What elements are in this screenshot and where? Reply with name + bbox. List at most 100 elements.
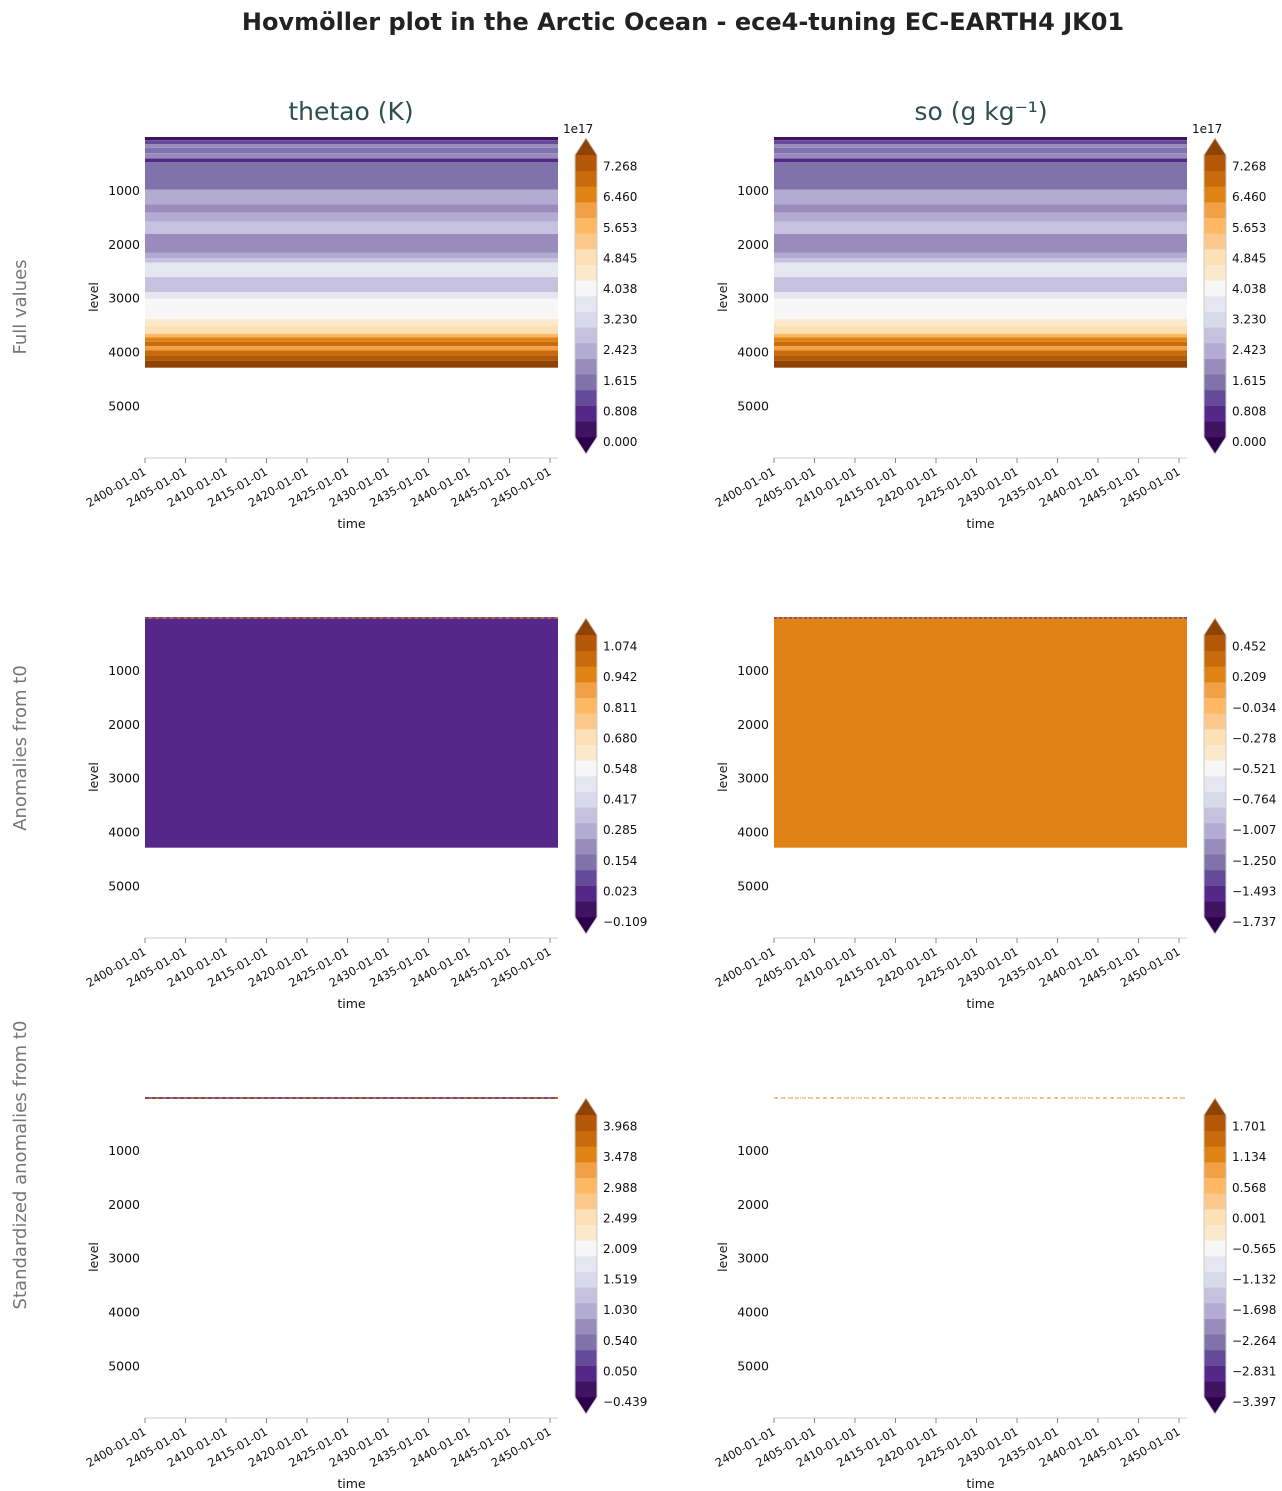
x-axis-label: time — [337, 996, 366, 1011]
y-tick-label: 4000 — [108, 345, 140, 360]
panel-full-thetao: 2400-01-012405-01-012410-01-012415-01-01… — [84, 122, 638, 531]
colorbar-tick-label: 0.548 — [603, 762, 637, 776]
heatmap-band — [145, 144, 558, 148]
colorbar-segment — [575, 635, 597, 651]
x-axis-label: time — [966, 1476, 995, 1491]
colorbar-segment — [575, 870, 597, 886]
colorbar-tick-label: 1.519 — [603, 1273, 637, 1287]
colorbar-segment — [575, 1350, 597, 1366]
colorbar-tick-label: 0.000 — [603, 435, 637, 449]
heatmap-band — [145, 204, 558, 213]
heatmap-band — [145, 137, 558, 141]
colorbar-segment — [1204, 713, 1226, 730]
colorbar-outline — [574, 617, 598, 935]
heatmap-band — [145, 292, 558, 299]
colorbar-tick-label: 3.230 — [1232, 313, 1266, 327]
y-tick-label: 5000 — [108, 1358, 140, 1373]
colorbar-extend-bottom — [1204, 437, 1226, 454]
colorbar-tick-label: 2.423 — [603, 343, 637, 357]
colorbar-segment — [575, 650, 597, 667]
colorbar-segment — [575, 1224, 597, 1241]
plot-area — [774, 1097, 1187, 1415]
colorbar-tick-label: 1.615 — [603, 374, 637, 388]
y-tick-label: 4000 — [108, 1305, 140, 1320]
heatmap-band — [145, 333, 558, 338]
colorbar-segment — [1204, 870, 1226, 886]
colorbar-segment — [1204, 1271, 1226, 1288]
colorbar-tick-label: −1.132 — [1232, 1273, 1276, 1287]
colorbar-tick-label: −1.250 — [1232, 854, 1276, 868]
colorbar-segment — [575, 1318, 597, 1335]
colorbar-segment — [575, 1146, 597, 1163]
colorbar-segment — [575, 1271, 597, 1288]
heatmap-band — [774, 221, 1187, 235]
colorbar-outline — [574, 1097, 598, 1415]
colorbar-segment — [575, 390, 597, 406]
heatmap-band — [774, 137, 1187, 141]
heatmap-band — [145, 298, 558, 320]
colorbar-segment — [1204, 170, 1226, 187]
colorbar-tick-label: 1.134 — [1232, 1150, 1266, 1164]
colorbar-segment — [575, 1162, 597, 1178]
colorbar-segment — [1204, 327, 1226, 344]
colorbar-tick-label: 6.460 — [603, 190, 637, 204]
heatmap-band — [774, 262, 1187, 278]
colorbar-segment — [1204, 650, 1226, 667]
colorbar-tick-label: 0.000 — [1232, 435, 1266, 449]
colorbar-segment — [1204, 744, 1226, 761]
colorbar-segment — [575, 1256, 597, 1272]
colorbar-tick-label: 0.811 — [603, 701, 637, 715]
colorbar-tick-label: 0.023 — [603, 884, 637, 898]
colorbar-segment — [575, 823, 597, 839]
row-label-standardized-anomalies: Standardized anomalies from t0 — [10, 1021, 31, 1310]
colorbar-tick-label: 2.423 — [1232, 343, 1266, 357]
colorbar-segment — [1204, 854, 1226, 871]
colorbar-segment — [575, 264, 597, 281]
colorbar: 0.000 0.808 1.615 2.423 3.230 4.038 4.845 5.653… — [563, 122, 637, 455]
colorbar-segment — [1204, 729, 1226, 745]
panels: 2400-01-012405-01-012410-01-012415-01-01… — [84, 122, 1277, 1491]
colorbar-segment — [575, 901, 597, 918]
heatmap-band — [145, 617, 558, 848]
y-tick-label: 2000 — [108, 1197, 140, 1212]
heatmap-band — [145, 258, 558, 263]
colorbar-segment — [1204, 1224, 1226, 1241]
colorbar-offset-label: 1e17 — [563, 122, 593, 136]
y-tick-label: 3000 — [108, 771, 140, 786]
panel-std-so: 2400-01-012405-01-012410-01-012415-01-01… — [713, 1097, 1276, 1491]
x-axis-label: time — [337, 516, 366, 531]
y-tick-label: 1000 — [108, 1143, 140, 1158]
heatmap-band — [774, 162, 1187, 190]
colorbar: −1.737 −1.493 −1.250 −1.007 −0.764 −0.521 −0.2… — [1203, 617, 1276, 935]
colorbar-tick-label: 4.038 — [603, 282, 637, 296]
colorbar-segment — [1204, 635, 1226, 651]
colorbar-tick-label: −1.007 — [1232, 823, 1276, 837]
heatmap-band — [774, 346, 1187, 351]
y-axis-label: level — [715, 282, 730, 312]
column-title-so: so (g kg⁻¹) — [914, 97, 1047, 126]
y-axis-label: level — [86, 282, 101, 312]
colorbar-tick-label: 4.845 — [1232, 251, 1266, 265]
colorbar-tick-label: 7.268 — [1232, 160, 1266, 174]
y-axis-label: level — [715, 1242, 730, 1272]
colorbar-segment — [575, 697, 597, 714]
y-tick-label: 1000 — [737, 183, 769, 198]
colorbar-tick-label: −2.264 — [1232, 1334, 1276, 1348]
colorbar-tick-label: −1.698 — [1232, 1303, 1276, 1317]
colorbar-segment — [575, 249, 597, 265]
heatmap-band — [774, 337, 1187, 342]
x-axis-label: time — [966, 516, 995, 531]
colorbar-tick-label: 1.701 — [1232, 1120, 1266, 1134]
colorbar-segment — [575, 760, 597, 777]
heatmap-band — [774, 292, 1187, 299]
y-tick-label: 5000 — [737, 878, 769, 893]
heatmap-band — [145, 189, 558, 205]
colorbar-segment — [1204, 1334, 1226, 1351]
heatmap-band — [145, 355, 558, 361]
heatmap-band — [145, 337, 558, 342]
colorbar-tick-label: 4.038 — [1232, 282, 1266, 296]
heatmap-band — [145, 319, 558, 326]
panel-full-so: 2400-01-012405-01-012410-01-012415-01-01… — [713, 122, 1267, 531]
colorbar-segment — [575, 202, 597, 218]
heatmap-band — [774, 341, 1187, 347]
